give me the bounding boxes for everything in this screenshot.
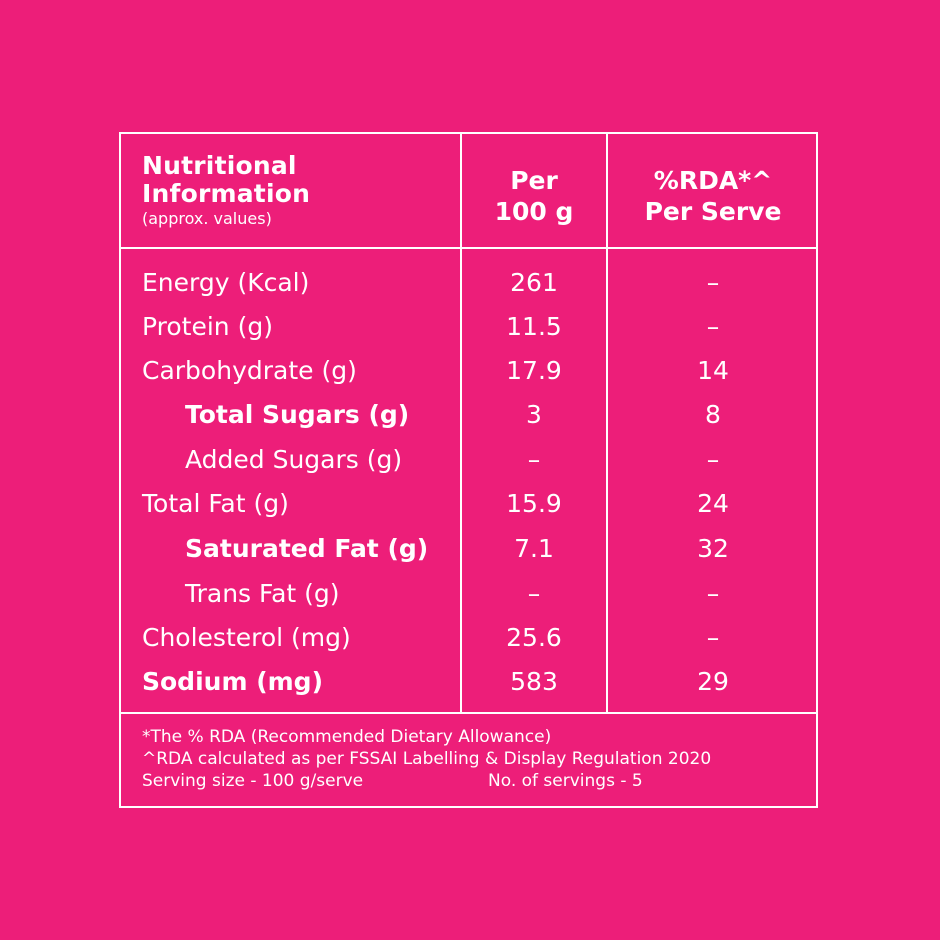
per-100g-value: 261: [510, 268, 558, 297]
per-100g-value: 17.9: [506, 356, 562, 385]
rda-value: 8: [705, 400, 721, 429]
rda-value: 24: [697, 489, 729, 518]
rda-value: –: [706, 623, 720, 652]
per-100g-value: 3: [526, 400, 542, 429]
column-divider: [606, 134, 608, 714]
per-100g-value: –: [527, 445, 541, 474]
per-100g-value: 11.5: [506, 312, 562, 341]
table-row: Saturated Fat (g) 7.1 32: [121, 527, 818, 571]
rda-value: 29: [697, 667, 729, 696]
header-divider: [121, 247, 816, 249]
nutrient-name: Protein (g): [142, 312, 273, 341]
rda-value: –: [706, 445, 720, 474]
title-line-1: Nutritional: [142, 151, 297, 180]
footnote-regulation: ^RDA calculated as per FSSAI Labelling &…: [142, 749, 712, 769]
table-row: Carbohydrate (g) 17.9 14: [121, 349, 818, 393]
nutrient-name: Saturated Fat (g): [185, 534, 429, 563]
rda-value: –: [706, 312, 720, 341]
column-header-per-100g: Per 100 g: [462, 165, 606, 227]
rda-value: 14: [697, 356, 729, 385]
column-header-line-2: Per Serve: [644, 197, 782, 226]
nutrient-name: Carbohydrate (g): [142, 356, 357, 385]
serving-size: Serving size - 100 g/serve: [142, 771, 364, 791]
per-100g-value: 583: [510, 667, 558, 696]
table-row: Added Sugars (g) – –: [121, 438, 818, 482]
nutrient-name: Added Sugars (g): [185, 445, 403, 474]
nutrient-name: Energy (Kcal): [142, 268, 310, 297]
nutrient-name: Total Fat (g): [142, 489, 289, 518]
nutrition-table: Nutritional Information (approx. values)…: [119, 132, 818, 808]
nutrient-name: Total Sugars (g): [185, 400, 410, 429]
column-header-line-2: 100 g: [494, 197, 574, 226]
table-row: Trans Fat (g) – –: [121, 572, 818, 616]
per-100g-value: –: [527, 579, 541, 608]
nutrient-name: Sodium (mg): [142, 667, 323, 696]
table-title: Nutritional Information: [142, 152, 310, 208]
table-row: Total Fat (g) 15.9 24: [121, 482, 818, 526]
column-divider: [460, 134, 462, 714]
rda-value: 32: [697, 534, 729, 563]
column-header-rda: %RDA*^ Per Serve: [608, 165, 818, 227]
footer-divider: [121, 712, 816, 714]
nutrient-name: Trans Fat (g): [185, 579, 340, 608]
table-row: Sodium (mg) 583 29: [121, 660, 818, 704]
per-100g-value: 15.9: [506, 489, 562, 518]
rda-value: –: [706, 268, 720, 297]
table-row: Total Sugars (g) 3 8: [121, 393, 818, 437]
nutrient-name: Cholesterol (mg): [142, 623, 351, 652]
table-subtitle: (approx. values): [142, 209, 272, 228]
servings-count: No. of servings - 5: [488, 771, 643, 791]
column-header-line-1: Per: [510, 166, 558, 195]
table-row: Energy (Kcal) 261 –: [121, 261, 818, 305]
footnote-rda: *The % RDA (Recommended Dietary Allowanc…: [142, 727, 552, 747]
table-row: Protein (g) 11.5 –: [121, 305, 818, 349]
rda-value: –: [706, 579, 720, 608]
per-100g-value: 25.6: [506, 623, 562, 652]
table-row: Cholesterol (mg) 25.6 –: [121, 616, 818, 660]
per-100g-value: 7.1: [514, 534, 554, 563]
column-header-line-1: %RDA*^: [653, 166, 773, 195]
title-line-2: Information: [142, 179, 311, 208]
